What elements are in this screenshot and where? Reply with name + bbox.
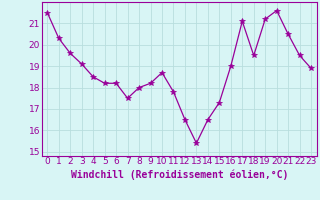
X-axis label: Windchill (Refroidissement éolien,°C): Windchill (Refroidissement éolien,°C) xyxy=(70,169,288,180)
